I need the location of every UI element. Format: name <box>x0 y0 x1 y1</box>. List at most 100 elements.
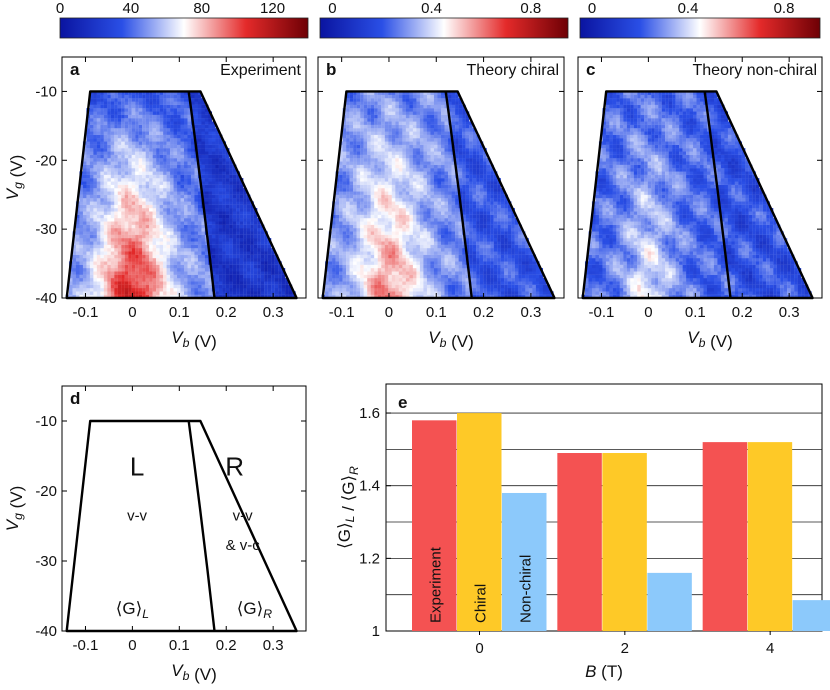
heatmap-cell <box>142 188 146 192</box>
heatmap-cell <box>232 288 237 292</box>
heatmap-cell <box>103 108 108 112</box>
heatmap-cell <box>86 244 90 249</box>
heatmap-cell <box>142 168 146 172</box>
heatmap-cell <box>451 268 456 272</box>
heatmap-cell <box>349 284 354 289</box>
heatmap-cell <box>363 291 368 295</box>
heatmap-cell <box>114 171 118 175</box>
heatmap-cell <box>128 98 132 102</box>
heatmap-cell <box>218 264 223 269</box>
heatmap-cell <box>211 178 216 182</box>
heatmap-cell <box>218 218 223 222</box>
heatmap-cell <box>339 291 343 295</box>
heatmap-cell <box>107 228 111 232</box>
heatmap-cell <box>145 221 150 225</box>
heatmap-cell <box>100 124 104 129</box>
heatmap-cell <box>204 118 209 122</box>
heatmap-cell <box>89 194 94 199</box>
heatmap-cell <box>86 238 90 242</box>
heatmap-cell <box>339 268 343 272</box>
heatmap-cell <box>110 134 115 139</box>
heatmap-cell <box>180 111 185 115</box>
heatmap-cell <box>504 271 508 275</box>
heatmap-cell <box>145 144 150 149</box>
heatmap-cell <box>335 258 340 262</box>
heatmap-cell <box>493 281 498 285</box>
heatmap-cell <box>335 248 340 252</box>
heatmap-cell <box>412 198 417 202</box>
heatmap-cell <box>89 158 94 162</box>
heatmap-cell <box>521 251 526 255</box>
heatmap-cell <box>253 251 258 255</box>
heatmap-cell <box>170 144 174 149</box>
heatmap-cell <box>328 244 333 249</box>
heatmap-cell <box>398 274 403 279</box>
heatmap-cell <box>166 211 171 215</box>
heatmap-cell <box>156 148 160 152</box>
heatmap-cell <box>444 211 449 215</box>
heatmap-cell <box>218 234 223 239</box>
heatmap-cell <box>187 184 192 189</box>
heatmap-cell <box>222 198 226 202</box>
heatmap-cell <box>342 231 347 235</box>
heatmap-cell <box>211 154 216 159</box>
heatmap-cell <box>89 228 94 232</box>
heatmap-cell <box>423 284 428 289</box>
heatmap-cell <box>100 264 104 269</box>
heatmap-cell <box>79 238 84 242</box>
heatmap-cell <box>152 154 157 159</box>
heatmap-cell <box>184 218 188 222</box>
region-boundary <box>65 90 298 300</box>
heatmap-cell <box>511 231 515 235</box>
heatmap-cell <box>187 221 192 225</box>
heatmap-cell <box>342 271 347 275</box>
heatmap-cell <box>124 174 129 179</box>
heatmap-cell <box>166 201 171 205</box>
heatmap-cell <box>184 188 188 192</box>
heatmap-cell <box>236 178 240 182</box>
heatmap-cell <box>135 101 139 105</box>
heatmap-cell <box>514 274 519 279</box>
heatmap-cell <box>370 184 375 189</box>
heatmap-cell <box>465 208 470 212</box>
heatmap-cell <box>93 118 97 122</box>
heatmap-cell <box>260 231 265 235</box>
heatmap-cell <box>180 284 185 289</box>
heatmap-cell <box>511 284 515 289</box>
heatmap-cell <box>433 214 438 219</box>
heatmap-cell <box>156 154 160 159</box>
heatmap-cell <box>218 224 223 229</box>
heatmap-cell <box>152 144 157 149</box>
heatmap-cell <box>184 171 188 175</box>
heatmap-cell <box>391 268 396 272</box>
heatmap-cell <box>145 111 150 115</box>
heatmap-cell <box>381 188 385 192</box>
heatmap-cell <box>163 274 167 279</box>
heatmap-cell <box>232 214 237 219</box>
heatmap-cell <box>93 234 97 239</box>
heatmap-cell <box>448 284 452 289</box>
heatmap-cell <box>173 261 178 265</box>
heatmap-cell <box>218 274 223 279</box>
heatmap-cell <box>149 218 153 222</box>
heatmap-cell <box>128 128 132 132</box>
heatmap-cell <box>190 221 195 225</box>
heatmap-cell <box>518 234 522 239</box>
heatmap-cell <box>374 184 378 189</box>
heatmap-cell <box>469 208 473 212</box>
heatmap-cell <box>239 274 244 279</box>
heatmap-cell <box>100 191 104 195</box>
heatmap-cell <box>103 244 108 249</box>
heatmap-cell <box>124 231 129 235</box>
heatmap-cell <box>194 124 199 129</box>
heatmap-cell <box>405 204 410 209</box>
heatmap-cell <box>430 191 435 195</box>
heatmap-cell <box>260 241 265 245</box>
heatmap-cell <box>257 268 261 272</box>
heatmap-cell <box>402 188 406 192</box>
heatmap-cell <box>208 134 212 139</box>
heatmap-cell <box>402 191 406 195</box>
heatmap-cell <box>215 201 219 205</box>
heatmap-cell <box>201 188 206 192</box>
heatmap-cell <box>208 151 212 155</box>
